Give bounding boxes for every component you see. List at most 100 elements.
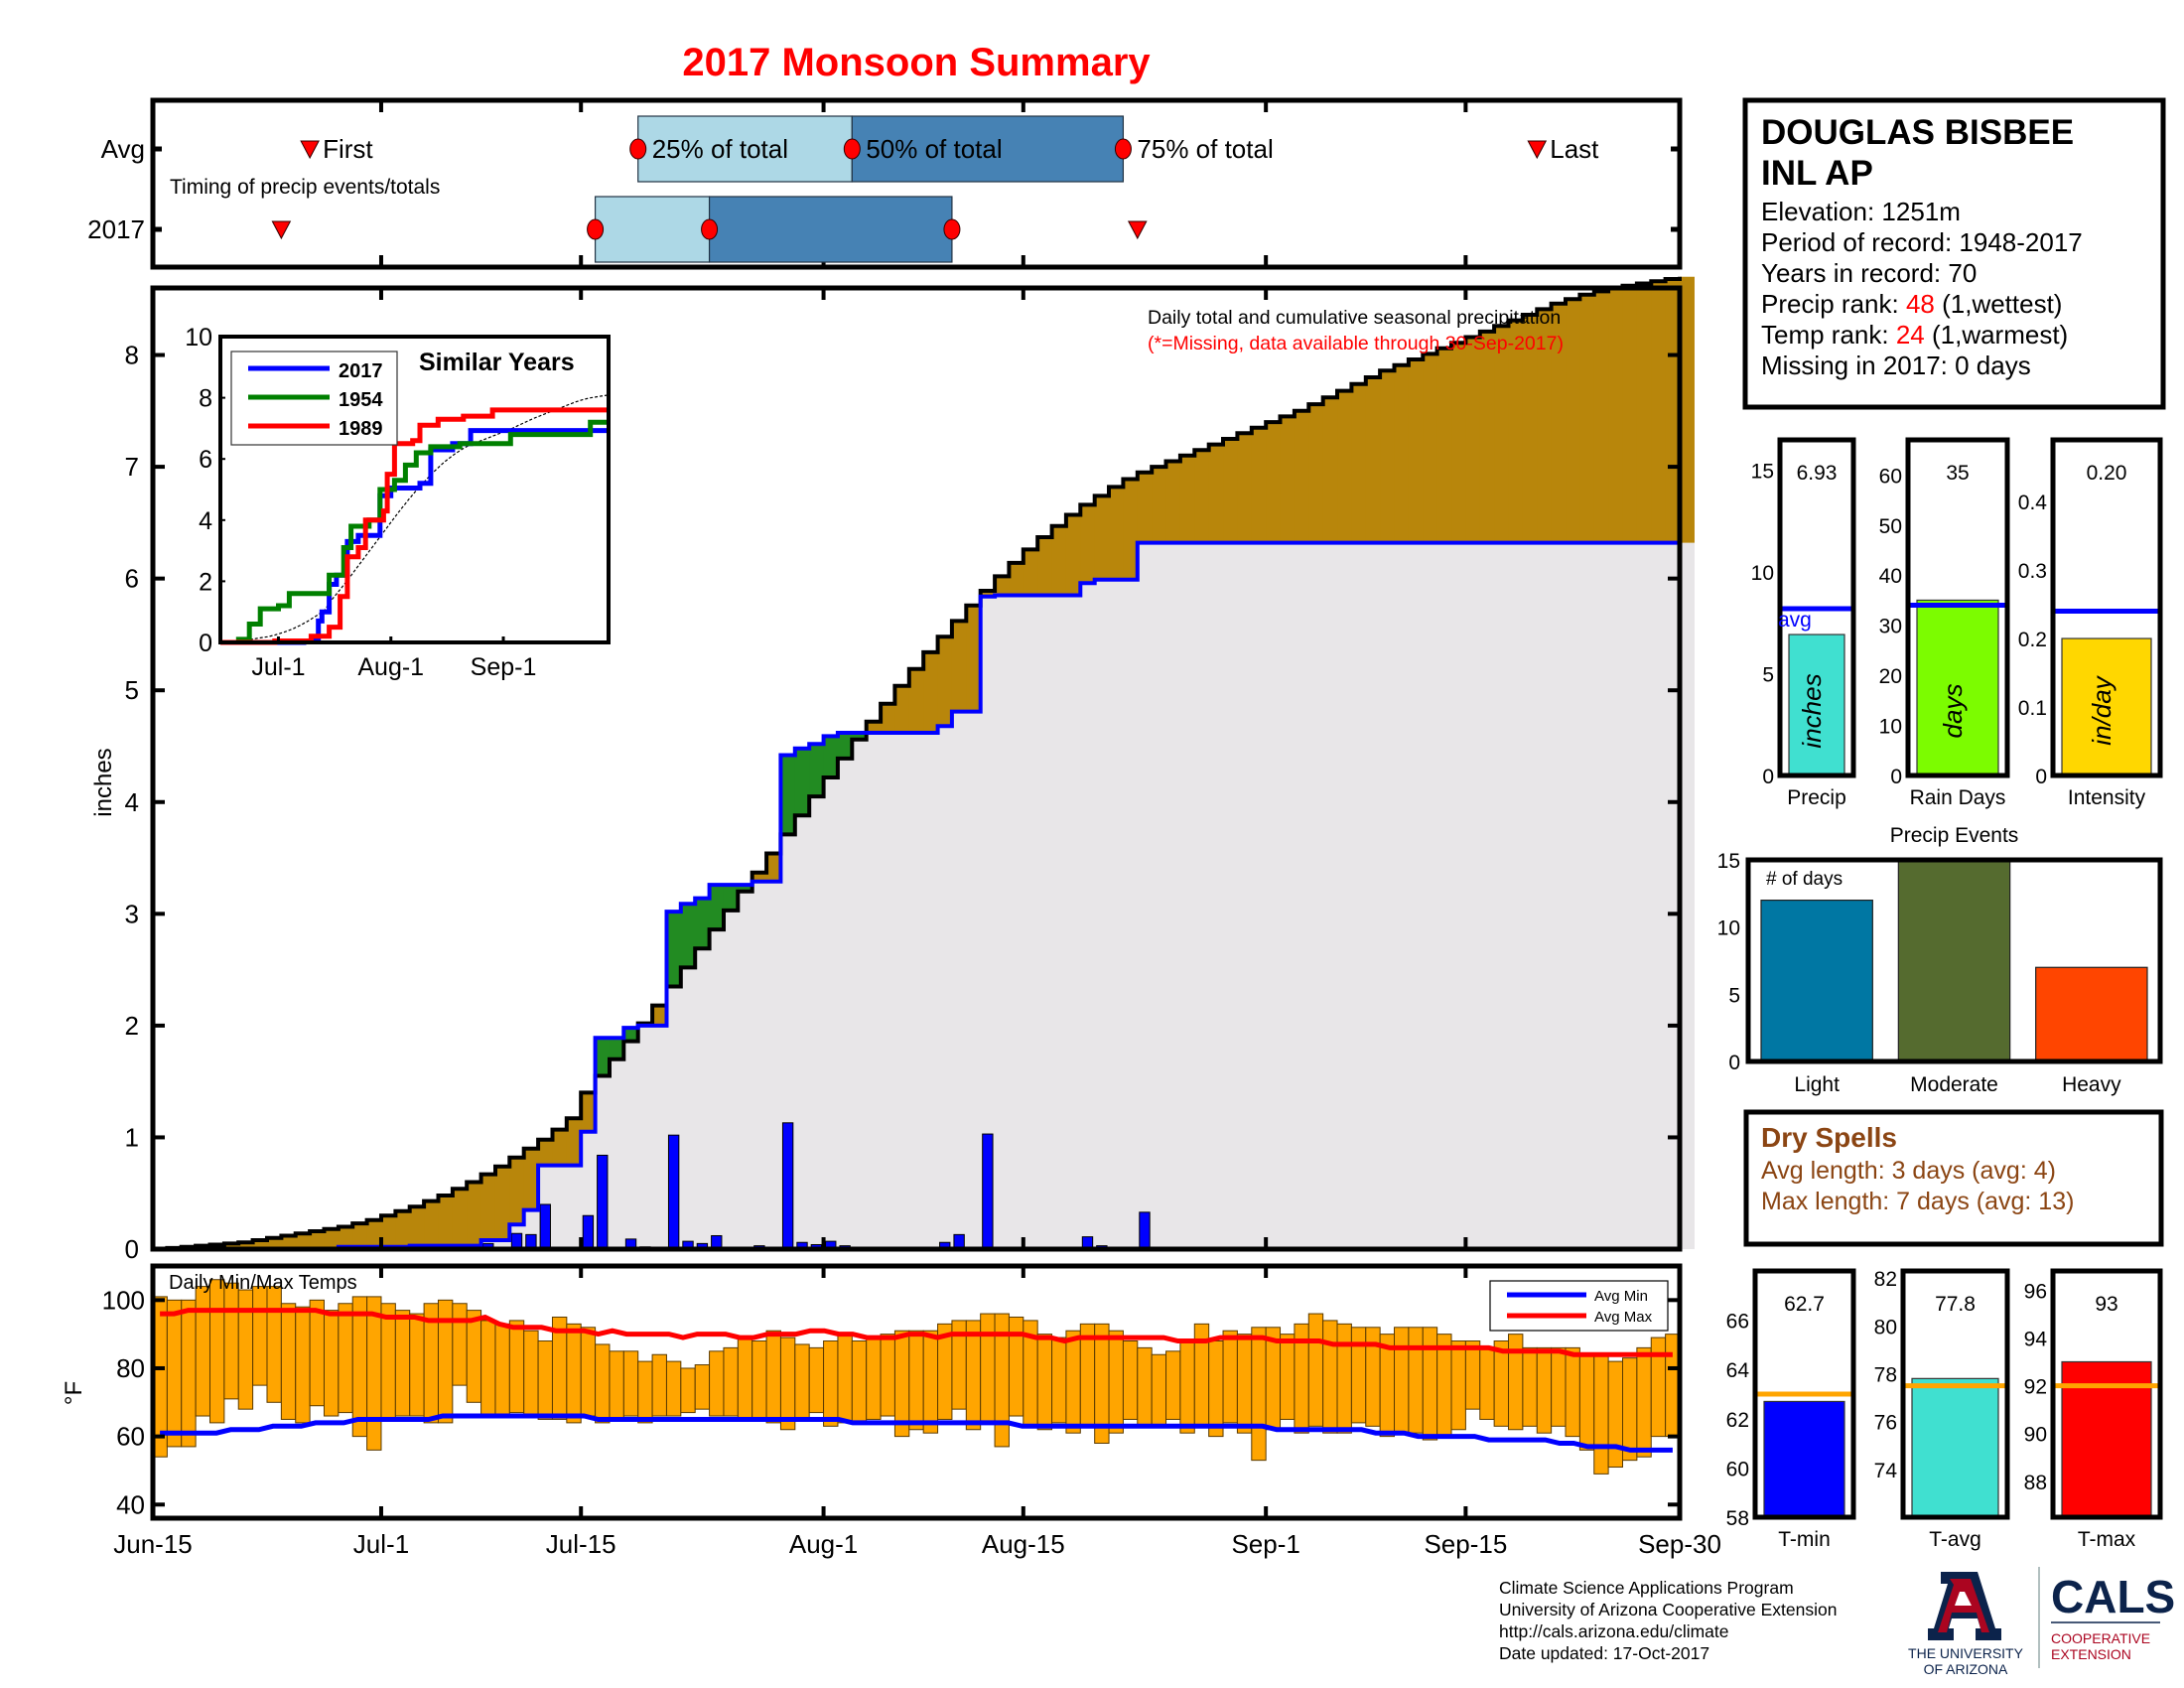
dry-spells-avg-length: Avg length: 3 days (avg: 4): [1761, 1157, 2056, 1185]
cumulative-fill: [1208, 542, 1224, 1249]
temp-rank-note: (1,warmest): [1925, 320, 2068, 350]
deficit-fill: [1579, 294, 1595, 543]
daily-temp-bar: [409, 1313, 425, 1417]
daily-temp-bar: [351, 1296, 368, 1438]
surplus-fill: [623, 1028, 639, 1042]
timing-caption: Timing of precip events/totals: [170, 176, 440, 199]
cumulative-fill: [1537, 542, 1553, 1249]
cumulative-fill: [751, 881, 767, 1249]
deficit-fill: [1608, 288, 1624, 543]
daily-temp-bar: [1551, 1346, 1567, 1427]
footer-url[interactable]: http://cals.arizona.edu/climate: [1499, 1621, 1729, 1641]
dry-spells-max-length: Max length: 7 days (avg: 13): [1761, 1188, 2074, 1215]
inset-y-tick-label: 8: [199, 385, 212, 413]
deficit-fill: [467, 1182, 482, 1246]
deficit-fill: [1537, 309, 1553, 543]
daily-temp-bar: [1322, 1320, 1338, 1434]
cumulative-fill: [1465, 542, 1481, 1249]
summary-y-tick-label: 66: [1726, 1311, 1749, 1334]
summary-panel-frame: [1752, 1268, 1856, 1520]
chart-subtitle: Daily total and cumulative seasonal prec…: [1148, 307, 1561, 329]
daily-temp-bar: [252, 1286, 268, 1386]
daily-temp-bar: [223, 1282, 239, 1400]
deficit-fill: [1337, 390, 1353, 543]
daily-temp-bar: [808, 1346, 825, 1414]
surplus-fill: [666, 912, 682, 987]
summary-bar-precip: [1788, 633, 1845, 776]
deficit-fill: [937, 636, 953, 727]
surplus-fill: [738, 885, 753, 892]
summary-label: Precip: [1787, 786, 1846, 809]
daily-temp-bar: [1065, 1330, 1081, 1434]
deficit-fill: [1593, 291, 1609, 543]
events-y-tick-label: 15: [1717, 850, 1740, 873]
cumulative-fill: [1622, 542, 1638, 1249]
cumulative-fill: [1137, 542, 1153, 1249]
summary-y-tick-label: 90: [2024, 1424, 2047, 1447]
daily-temp-bar: [694, 1364, 711, 1410]
daily-temp-bar: [280, 1303, 297, 1420]
deficit-fill: [1522, 315, 1538, 543]
surplus-fill: [695, 898, 711, 949]
cumulative-fill: [1566, 542, 1580, 1249]
cumulative-fill: [1094, 579, 1110, 1249]
y2017-q2-box: [708, 196, 953, 263]
deficit-fill: [1109, 487, 1125, 580]
summary-y-tick-label: 64: [1726, 1359, 1750, 1382]
inset-x-tick-label: Jul-1: [251, 653, 305, 681]
station-info-box: DOUGLAS BISBEE INL AP Elevation: 1251m P…: [1742, 97, 2166, 410]
daily-temp-bar: [1222, 1330, 1238, 1424]
deficit-fill: [1308, 404, 1324, 543]
avg-p25-marker-icon: [629, 138, 647, 160]
deficit-fill: [538, 1139, 554, 1166]
summary-y-tick-label: 20: [1879, 665, 1902, 688]
cumulative-fill: [1351, 542, 1367, 1249]
inset-y-tick-label: 10: [185, 324, 212, 352]
summary-y-tick-label: 0.3: [2018, 560, 2047, 583]
deficit-fill: [1223, 438, 1239, 543]
deficit-fill: [366, 1219, 382, 1247]
summary-y-tick-label: 92: [2024, 1376, 2047, 1399]
cumulative-fill: [1109, 579, 1125, 1249]
plot-frame: [150, 285, 1683, 1252]
daily-temp-bar: [1336, 1323, 1352, 1434]
daily-temp-bar: [595, 1343, 611, 1424]
x-tick-label: Sep-1: [1231, 1529, 1299, 1559]
station-name-line1: DOUGLAS BISBEE: [1761, 113, 2074, 152]
deficit-fill: [424, 1200, 440, 1246]
cumulative-fill: [1593, 542, 1609, 1249]
cumulative-fill: [1408, 542, 1424, 1249]
daily-temp-bar: [181, 1299, 197, 1448]
deficit-fill: [1280, 416, 1296, 543]
cals-wordmark: CALS: [2051, 1571, 2175, 1622]
daily-temp-bar: [1051, 1336, 1067, 1424]
deficit-fill: [1394, 364, 1410, 543]
cumulative-fill: [1436, 542, 1452, 1249]
cals-line2: EXTENSION: [2051, 1646, 2131, 1662]
cumulative-fill: [1165, 542, 1181, 1249]
events-frame: [1745, 857, 2163, 1064]
daily-temp-bar: [1036, 1334, 1053, 1431]
y-tick-label: 0: [125, 1234, 139, 1264]
deficit-fill: [951, 621, 967, 712]
inset-y-tick-label: 6: [199, 446, 212, 474]
daily-temp-bar: [508, 1320, 525, 1414]
university-logo: THE UNIVERSITY OF ARIZONA CALS COOPERATI…: [1908, 1567, 2175, 1677]
cumulative-fill: [1365, 542, 1381, 1249]
summary-y-tick-label: 94: [2024, 1328, 2048, 1350]
temp-y-tick-label: 80: [116, 1353, 145, 1383]
footer-credits: Climate Science Applications Program Uni…: [1499, 1577, 1837, 1664]
daily-temp-bar: [851, 1340, 868, 1424]
deficit-fill: [1636, 283, 1652, 543]
cumulative-fill: [1294, 542, 1309, 1249]
inset-x-tick-label: Sep-1: [471, 653, 537, 681]
label-p75: 75% of total: [1137, 134, 1273, 164]
deficit-fill: [1351, 383, 1367, 543]
daily-temp-bar: [1108, 1330, 1124, 1434]
precip-rank-label: Precip rank:: [1761, 289, 1906, 319]
cumulative-2017-line: [153, 540, 1680, 1251]
daily-temp-bar: [452, 1303, 468, 1386]
deficit-fill: [1551, 303, 1567, 543]
surplus-fill: [723, 885, 739, 911]
